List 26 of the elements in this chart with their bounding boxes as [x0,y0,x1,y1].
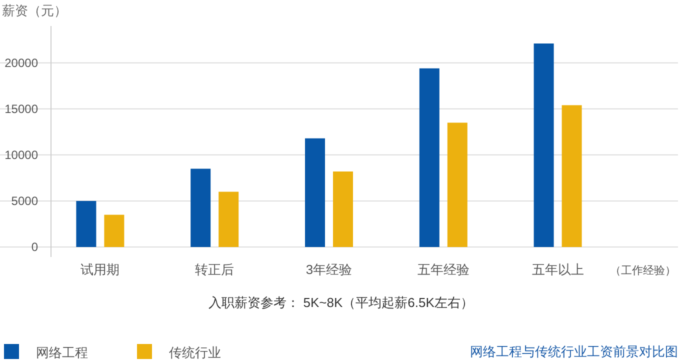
bar [562,105,582,247]
bar [190,168,211,247]
bar [76,200,96,247]
legend-label: 传统行业 [169,345,221,360]
y-axis-title: 薪资（元） [2,3,67,18]
x-tick-label: 五年以上 [532,262,584,277]
text: 网络工程与传统行业工资前景对比图 [470,344,678,359]
legend-label: 网络工程 [36,345,88,360]
bar [218,192,239,247]
bar [419,68,440,247]
y-tick-label: 10000 [4,148,38,162]
bar [447,122,468,247]
y-tick-label: 0 [31,240,38,254]
y-tick-label: 20000 [4,56,38,70]
bar [534,43,554,247]
x-tick-label: 3年经验 [306,262,352,277]
x-tick-label: 试用期 [80,262,120,277]
y-tick-label: 15000 [4,102,38,116]
bar [104,214,124,247]
bar [305,138,325,247]
x-axis-title: （工作经验） [610,265,676,277]
y-tick-label: 5000 [11,194,38,208]
x-tick-label: 五年经验 [417,262,470,277]
x-tick-label: 转正后 [195,262,234,277]
bar [333,171,353,247]
text: 入职薪资参考： 5K~8K（平均起薪6.5K左右） [208,295,474,310]
